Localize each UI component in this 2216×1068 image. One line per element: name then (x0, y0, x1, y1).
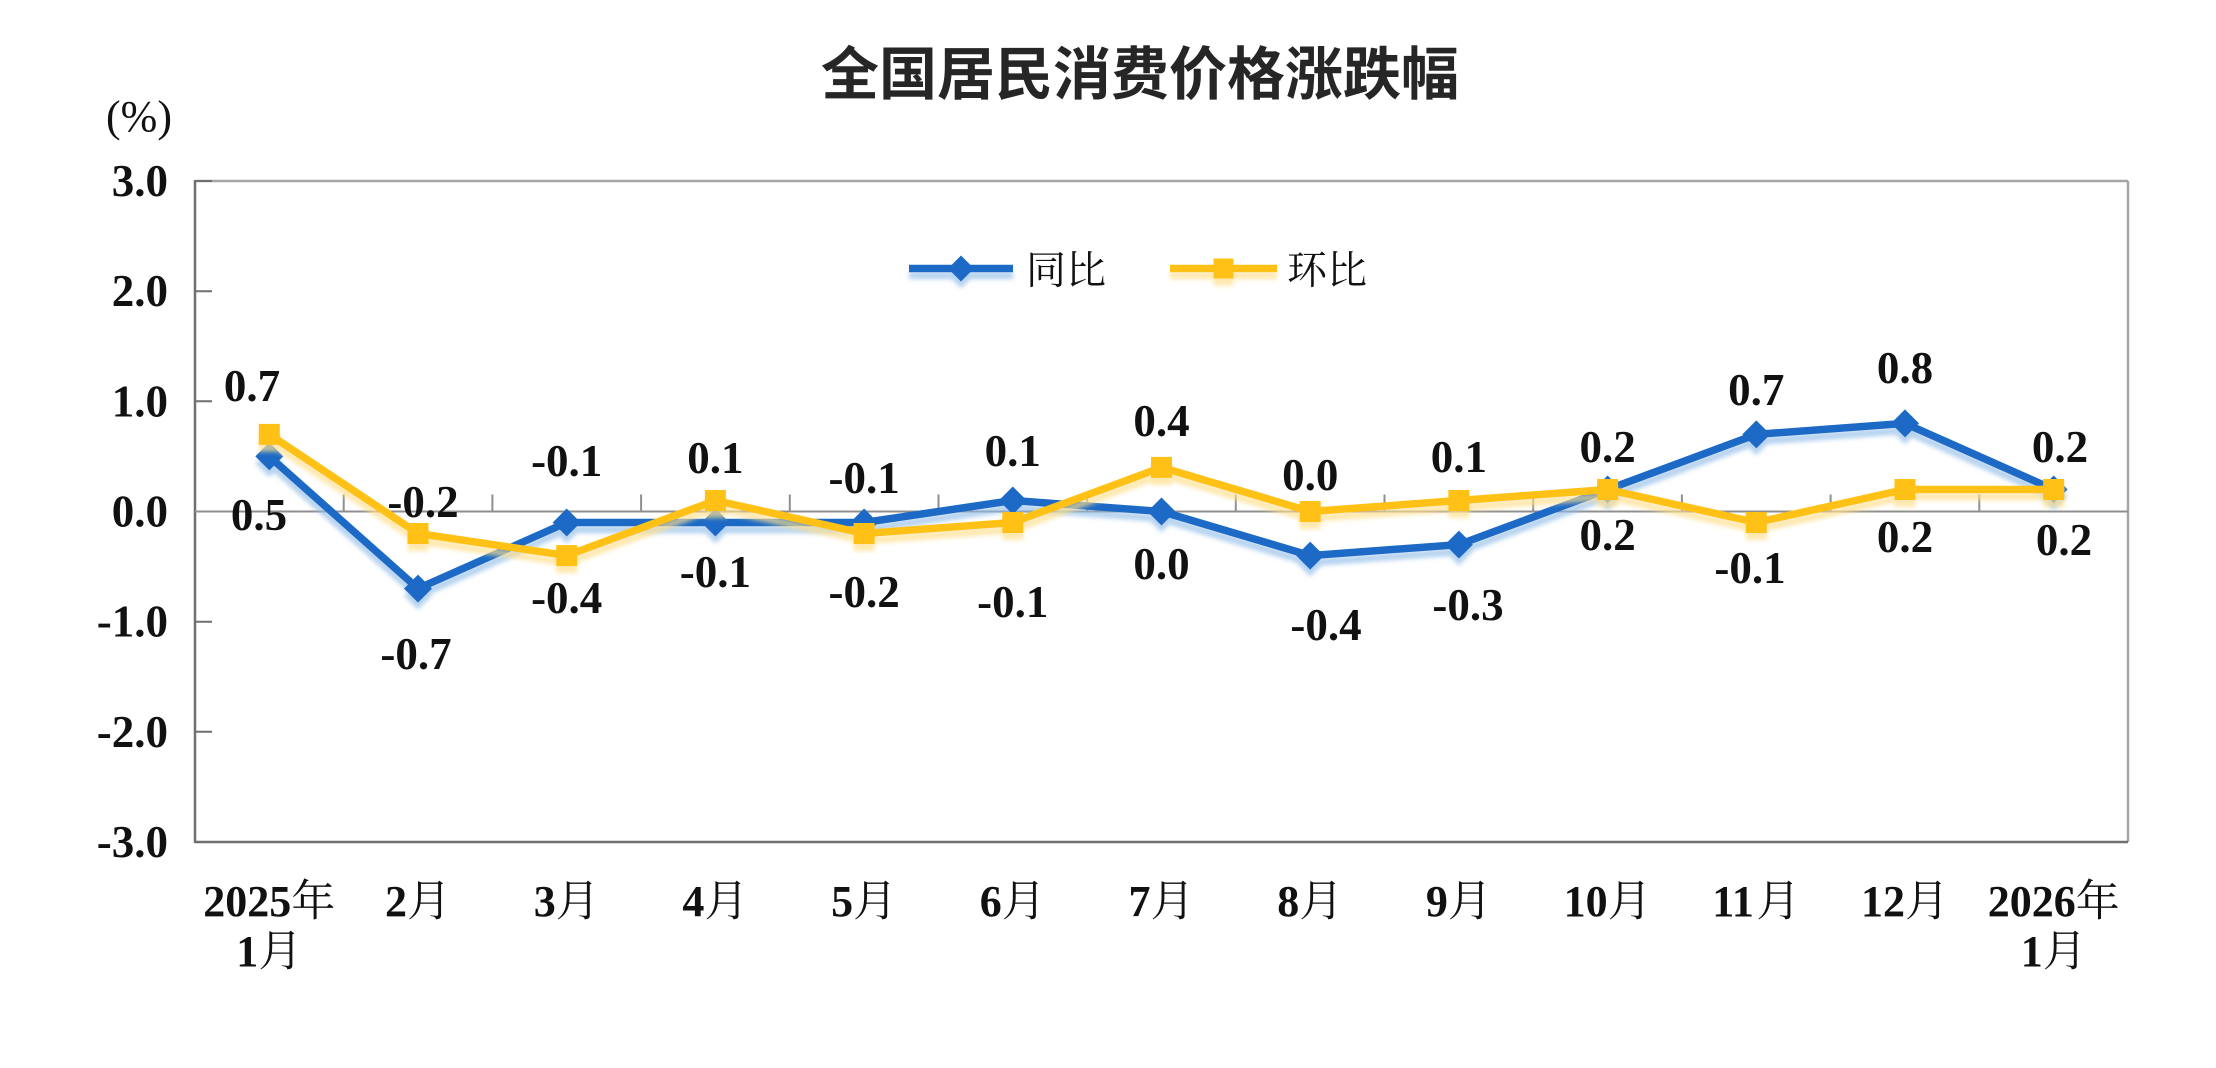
svg-text:-0.4: -0.4 (531, 573, 602, 623)
svg-text:-0.7: -0.7 (380, 629, 451, 679)
svg-text:0.2: 0.2 (1579, 422, 1635, 472)
svg-text:0.8: 0.8 (1877, 343, 1933, 393)
svg-text:3: 3 (534, 877, 556, 926)
svg-text:-0.2: -0.2 (828, 567, 899, 617)
svg-text:-0.2: -0.2 (387, 477, 458, 527)
svg-text:-0.1: -0.1 (828, 453, 899, 503)
svg-text:0.2: 0.2 (1877, 512, 1933, 562)
svg-text:-0.1: -0.1 (1714, 543, 1785, 593)
svg-text:0.0: 0.0 (1282, 450, 1338, 500)
svg-text:2025: 2025 (203, 877, 291, 926)
svg-text:0.0: 0.0 (1133, 539, 1189, 589)
svg-text:4: 4 (682, 877, 704, 926)
svg-text:0.2: 0.2 (1579, 510, 1635, 560)
svg-text:0.7: 0.7 (1728, 365, 1784, 415)
svg-text:0.2: 0.2 (2036, 515, 2092, 565)
svg-text:-0.1: -0.1 (680, 547, 751, 597)
svg-text:0.7: 0.7 (224, 361, 280, 411)
svg-text:5: 5 (831, 877, 853, 926)
svg-text:0.0: 0.0 (112, 487, 168, 537)
svg-text:9: 9 (1426, 877, 1448, 926)
svg-text:2.0: 2.0 (112, 266, 168, 316)
svg-text:10: 10 (1564, 877, 1608, 926)
svg-text:(%): (%) (106, 92, 172, 141)
svg-text:-0.1: -0.1 (531, 436, 602, 486)
svg-text:1.0: 1.0 (112, 376, 168, 426)
svg-text:-3.0: -3.0 (97, 817, 168, 867)
svg-text:0.5: 0.5 (231, 490, 287, 540)
svg-text:8: 8 (1277, 877, 1299, 926)
svg-text:1: 1 (236, 927, 258, 976)
svg-text:11: 11 (1712, 877, 1754, 926)
svg-text:-0.3: -0.3 (1432, 580, 1503, 630)
svg-text:-0.4: -0.4 (1290, 600, 1361, 650)
svg-text:1: 1 (2021, 927, 2043, 976)
svg-text:3.0: 3.0 (112, 156, 168, 206)
svg-text:-0.1: -0.1 (977, 577, 1048, 627)
svg-text:12: 12 (1861, 877, 1905, 926)
svg-text:-1.0: -1.0 (97, 597, 168, 647)
svg-text:0.2: 0.2 (2032, 422, 2088, 472)
svg-text:6: 6 (980, 877, 1002, 926)
svg-text:0.4: 0.4 (1133, 396, 1189, 446)
svg-text:7: 7 (1129, 877, 1151, 926)
svg-text:0.1: 0.1 (1431, 432, 1487, 482)
svg-text:-2.0: -2.0 (97, 707, 168, 757)
svg-text:0.1: 0.1 (687, 433, 743, 483)
svg-text:2026: 2026 (1988, 877, 2076, 926)
svg-text:0.1: 0.1 (985, 426, 1041, 476)
svg-text:2: 2 (385, 877, 407, 926)
